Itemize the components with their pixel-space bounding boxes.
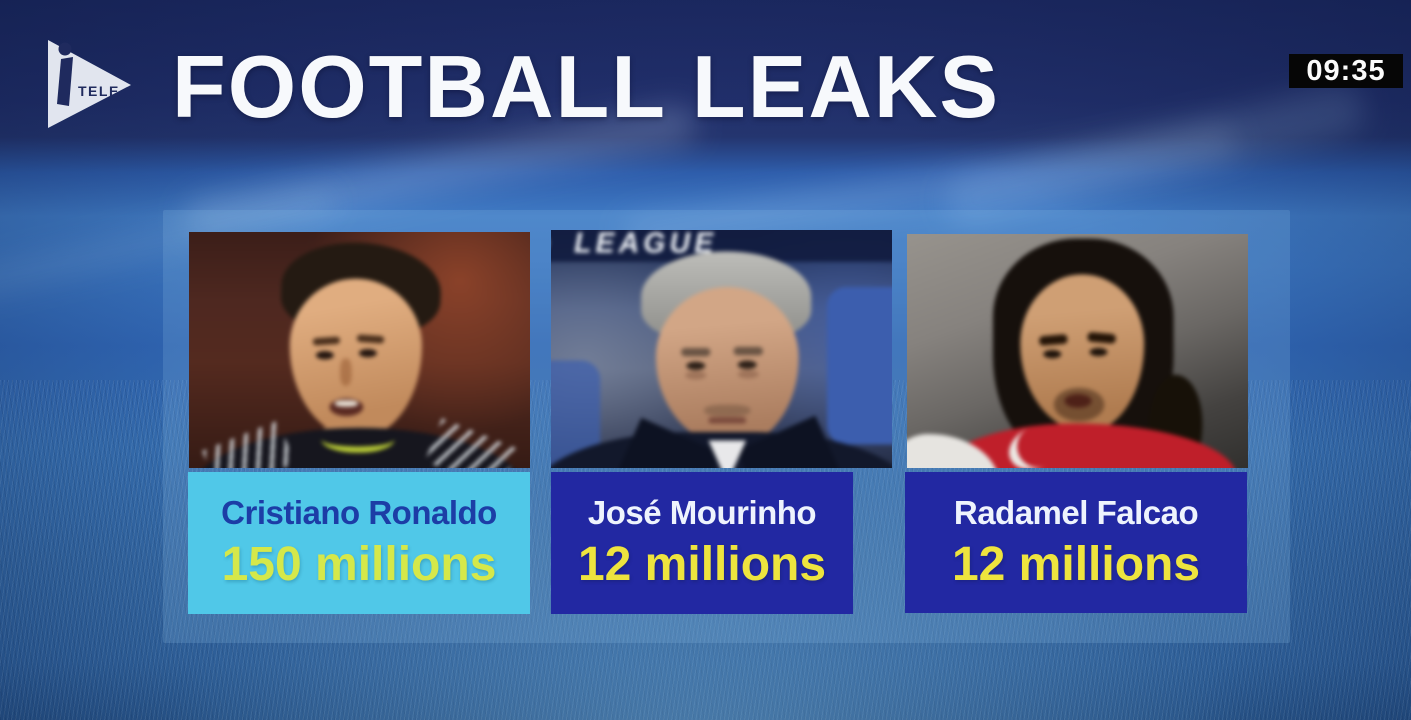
logo-tele-label: TELE [78,83,120,99]
player-caption: Radamel Falcao 12 millions [905,472,1247,613]
play-triangle-icon: TELE [48,40,131,128]
player-caption: José Mourinho 12 millions [551,472,853,614]
player-name: José Mourinho [587,494,817,531]
player-caption: Cristiano Ronaldo 150 millions [188,472,530,614]
cristiano-ronaldo-photo [189,232,530,468]
itele-logo: TELE [42,34,142,138]
player-name: Radamel Falcao [953,493,1199,531]
radamel-falcao-photo [907,234,1248,468]
league-banner-text: LEAGUE [573,230,718,259]
program-title: FOOTBALL LEAKS [172,37,1001,136]
player-amount: 12 millions [951,537,1201,591]
photo-art: LEAGUE [551,230,892,468]
clock-display: 09:35 [1289,54,1403,88]
player-amount: 12 millions [577,538,827,591]
photo-art [189,232,530,468]
jose-mourinho-photo: LEAGUE [551,230,892,468]
player-amount: 150 millions [221,538,497,591]
player-name: Cristiano Ronaldo [221,494,497,531]
photo-art [907,234,1248,468]
